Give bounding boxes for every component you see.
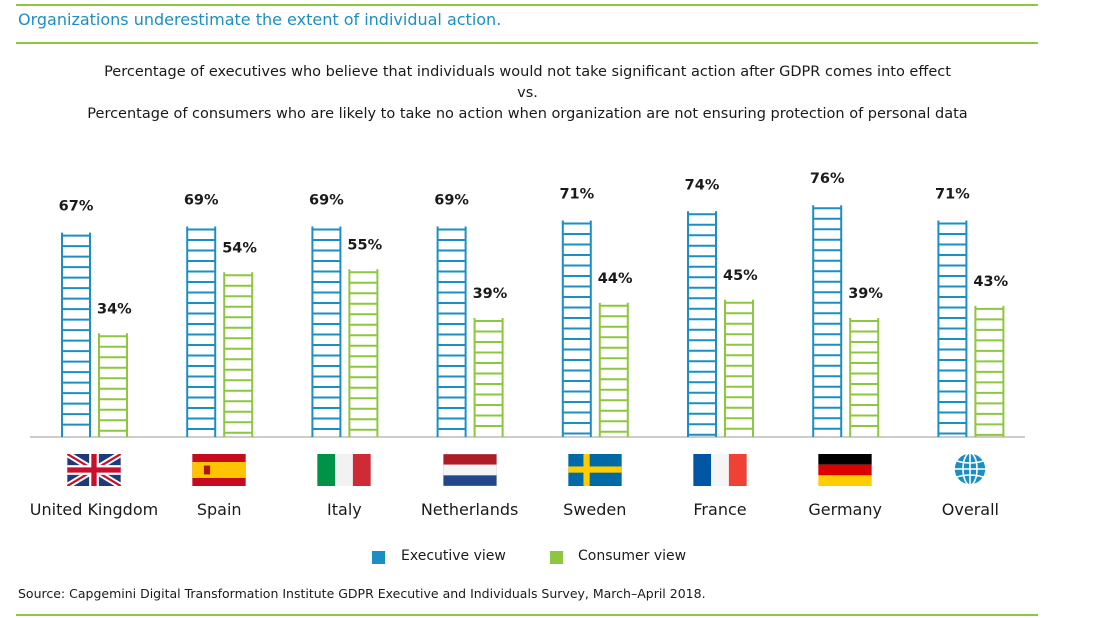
data-label: 71% [559, 186, 594, 202]
ladder-bar-consumer [598, 302, 629, 437]
category-label: United Kingdom [29, 500, 159, 519]
data-label: 54% [222, 240, 257, 256]
ladder-bar-consumer [974, 305, 1005, 437]
ladder-bar-executive [812, 205, 843, 437]
category-label: Spain [196, 500, 242, 519]
ladder-bar-consumer [223, 272, 254, 437]
category-label: Netherlands [420, 500, 519, 519]
data-label: 76% [810, 171, 845, 187]
legend-label-executive: Executive view [401, 548, 506, 564]
data-label: 43% [973, 274, 1008, 290]
header-rule [16, 42, 1038, 44]
category-label: France [693, 500, 747, 519]
ladder-bar-executive [561, 220, 592, 437]
data-label: 45% [723, 268, 758, 284]
ladder-bar-consumer [473, 318, 504, 437]
ladder-bar-executive [687, 211, 717, 437]
data-label: 39% [473, 286, 508, 302]
data-label: 39% [848, 286, 883, 302]
ladder-bar-chart: 67% 34% 69% 54% 69% 55% 69% 39% 71% 44% 74% 45% 76% 3… [30, 171, 1025, 438]
header-text: Organizations underestimate the extent o… [18, 10, 502, 29]
legend-label-consumer: Consumer view [578, 548, 687, 564]
uk-flag-icon [65, 451, 123, 490]
legend-swatch-executive [372, 551, 385, 564]
ladder-bar-executive [937, 220, 968, 437]
ladder-bar-executive [311, 226, 342, 437]
category-label: Overall [941, 500, 999, 519]
globe-icon [952, 451, 988, 491]
data-label: 55% [347, 237, 382, 253]
italy-flag-icon [317, 454, 372, 490]
subtitle-line-2: vs. [517, 85, 538, 101]
netherlands-flag-icon [442, 453, 497, 490]
data-label: 71% [935, 186, 970, 202]
spain-flag-icon [192, 454, 246, 490]
category-label: Italy [327, 500, 362, 519]
data-label: 69% [434, 193, 469, 209]
ladder-bar-consumer [348, 269, 379, 437]
ladder-bar-consumer [724, 299, 754, 437]
category-label: Sweden [563, 500, 627, 519]
france-flag-icon [693, 454, 747, 490]
subtitle-line-1: Percentage of executives who believe tha… [104, 64, 951, 80]
data-label: 69% [184, 193, 219, 209]
ladder-bar-executive [436, 226, 467, 437]
ladder-bar-executive [186, 226, 217, 437]
data-label: 34% [97, 301, 132, 317]
source-note: Source: Capgemini Digital Transformation… [18, 586, 706, 601]
data-label: 44% [598, 271, 633, 287]
data-label: 67% [59, 199, 94, 215]
sweden-flag-icon [568, 454, 622, 490]
germany-flag-icon [818, 454, 872, 490]
category-label: Germany [808, 500, 882, 519]
ladder-bar-executive [61, 232, 91, 437]
top-rule [16, 4, 1038, 6]
data-label: 74% [685, 177, 720, 193]
bottom-rule [16, 614, 1038, 616]
legend-swatch-consumer [550, 551, 563, 564]
subtitle-line-3: Percentage of consumers who are likely t… [87, 106, 968, 122]
ladder-bar-consumer [849, 318, 880, 437]
ladder-bar-consumer [98, 333, 128, 437]
data-label: 69% [309, 193, 344, 209]
